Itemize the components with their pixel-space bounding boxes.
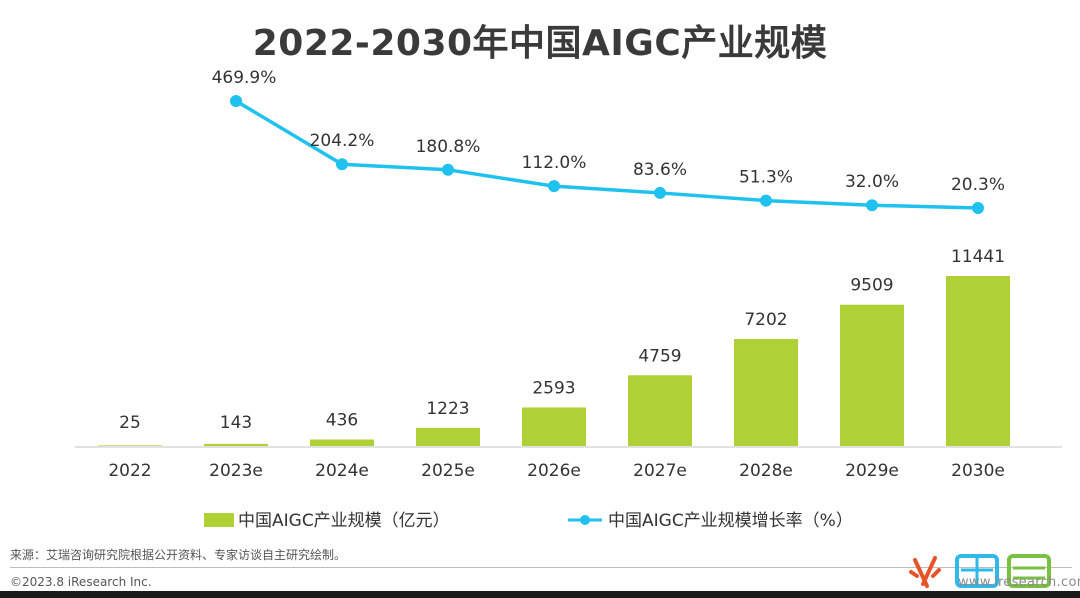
growth-point <box>654 186 666 199</box>
legend-line-marker <box>580 515 590 525</box>
x-tick-label: 2028e <box>739 461 793 481</box>
bar-2027e <box>628 375 692 446</box>
legend-bar-swatch <box>204 513 234 527</box>
growth-point <box>972 202 984 214</box>
bar-value-label: 25 <box>119 413 141 433</box>
growth-value-label: 180.8% <box>416 137 481 157</box>
bar-group <box>98 276 1010 446</box>
watermark-logo <box>909 554 1051 588</box>
growth-value-label: 204.2% <box>310 131 375 151</box>
bar-value-label: 436 <box>326 411 358 431</box>
growth-point <box>866 199 878 212</box>
growth-point <box>442 163 454 176</box>
bar-2028e <box>734 338 798 446</box>
copyright: ©2023.8 iResearch Inc. <box>10 575 152 589</box>
growth-line <box>235 99 979 210</box>
legend-bar-label: 中国AIGC产业规模（亿元） <box>238 511 450 531</box>
bar-value-label: 4759 <box>638 346 681 366</box>
bar-2024e <box>310 439 374 446</box>
x-tick-label: 2022 <box>108 461 151 481</box>
growth-value-label: 20.3% <box>951 175 1005 195</box>
bar-2022 <box>98 445 162 446</box>
source-note: 来源：艾瑞咨询研究院根据公开资料、专家访谈自主研究绘制。 <box>10 548 347 562</box>
x-tick-label: 2029e <box>845 461 899 481</box>
growth-value-label: 32.0% <box>845 172 899 192</box>
x-tick-label: 2023e <box>209 461 263 481</box>
growth-point <box>230 95 242 107</box>
x-tick-label: 2027e <box>633 461 687 481</box>
bar-label-group: 25 143 436 1223 2593 4759 7202 9509 11441 <box>119 247 1005 433</box>
x-tick-group: 2022 2023e 2024e 2025e 2026e 2027e 2028e 2029e 2… <box>108 461 1005 481</box>
growth-value-label: 83.6% <box>633 160 687 180</box>
divider <box>10 567 1072 568</box>
bar-2030e <box>946 276 1010 446</box>
bar-value-label: 11441 <box>951 247 1005 267</box>
bar-2026e <box>522 407 586 446</box>
bar-2023e <box>204 443 268 446</box>
x-tick-label: 2025e <box>421 461 475 481</box>
x-tick-label: 2024e <box>315 461 369 481</box>
bar-2029e <box>840 304 904 446</box>
growth-value-label: 112.0% <box>522 153 587 173</box>
growth-value-label: 469.9% <box>212 68 277 88</box>
x-tick-label: 2026e <box>527 461 581 481</box>
bar-2025e <box>416 427 480 446</box>
bottom-bar <box>0 591 1080 598</box>
legend: 中国AIGC产业规模（亿元） 中国AIGC产业规模增长率（%） <box>204 511 853 531</box>
bar-value-label: 7202 <box>744 310 787 330</box>
bar-value-label: 1223 <box>426 399 469 419</box>
growth-point <box>760 194 772 207</box>
bar-value-label: 143 <box>220 413 252 433</box>
growth-point <box>336 158 348 171</box>
legend-line-label: 中国AIGC产业规模增长率（%） <box>608 511 853 531</box>
growth-value-label: 51.3% <box>739 168 793 188</box>
watermark-url: www.iresearch.com.cn <box>958 575 1080 590</box>
x-tick-label: 2030e <box>951 461 1005 481</box>
chart-title: 2022-2030年中国AIGC产业规模 <box>252 23 828 64</box>
growth-line-group: 469.9% 204.2% 180.8% 112.0% 83.6% 51.3% 32.0% 2… <box>212 68 1005 214</box>
growth-point <box>548 180 560 193</box>
bar-value-label: 2593 <box>532 378 575 398</box>
bar-value-label: 9509 <box>850 276 893 296</box>
